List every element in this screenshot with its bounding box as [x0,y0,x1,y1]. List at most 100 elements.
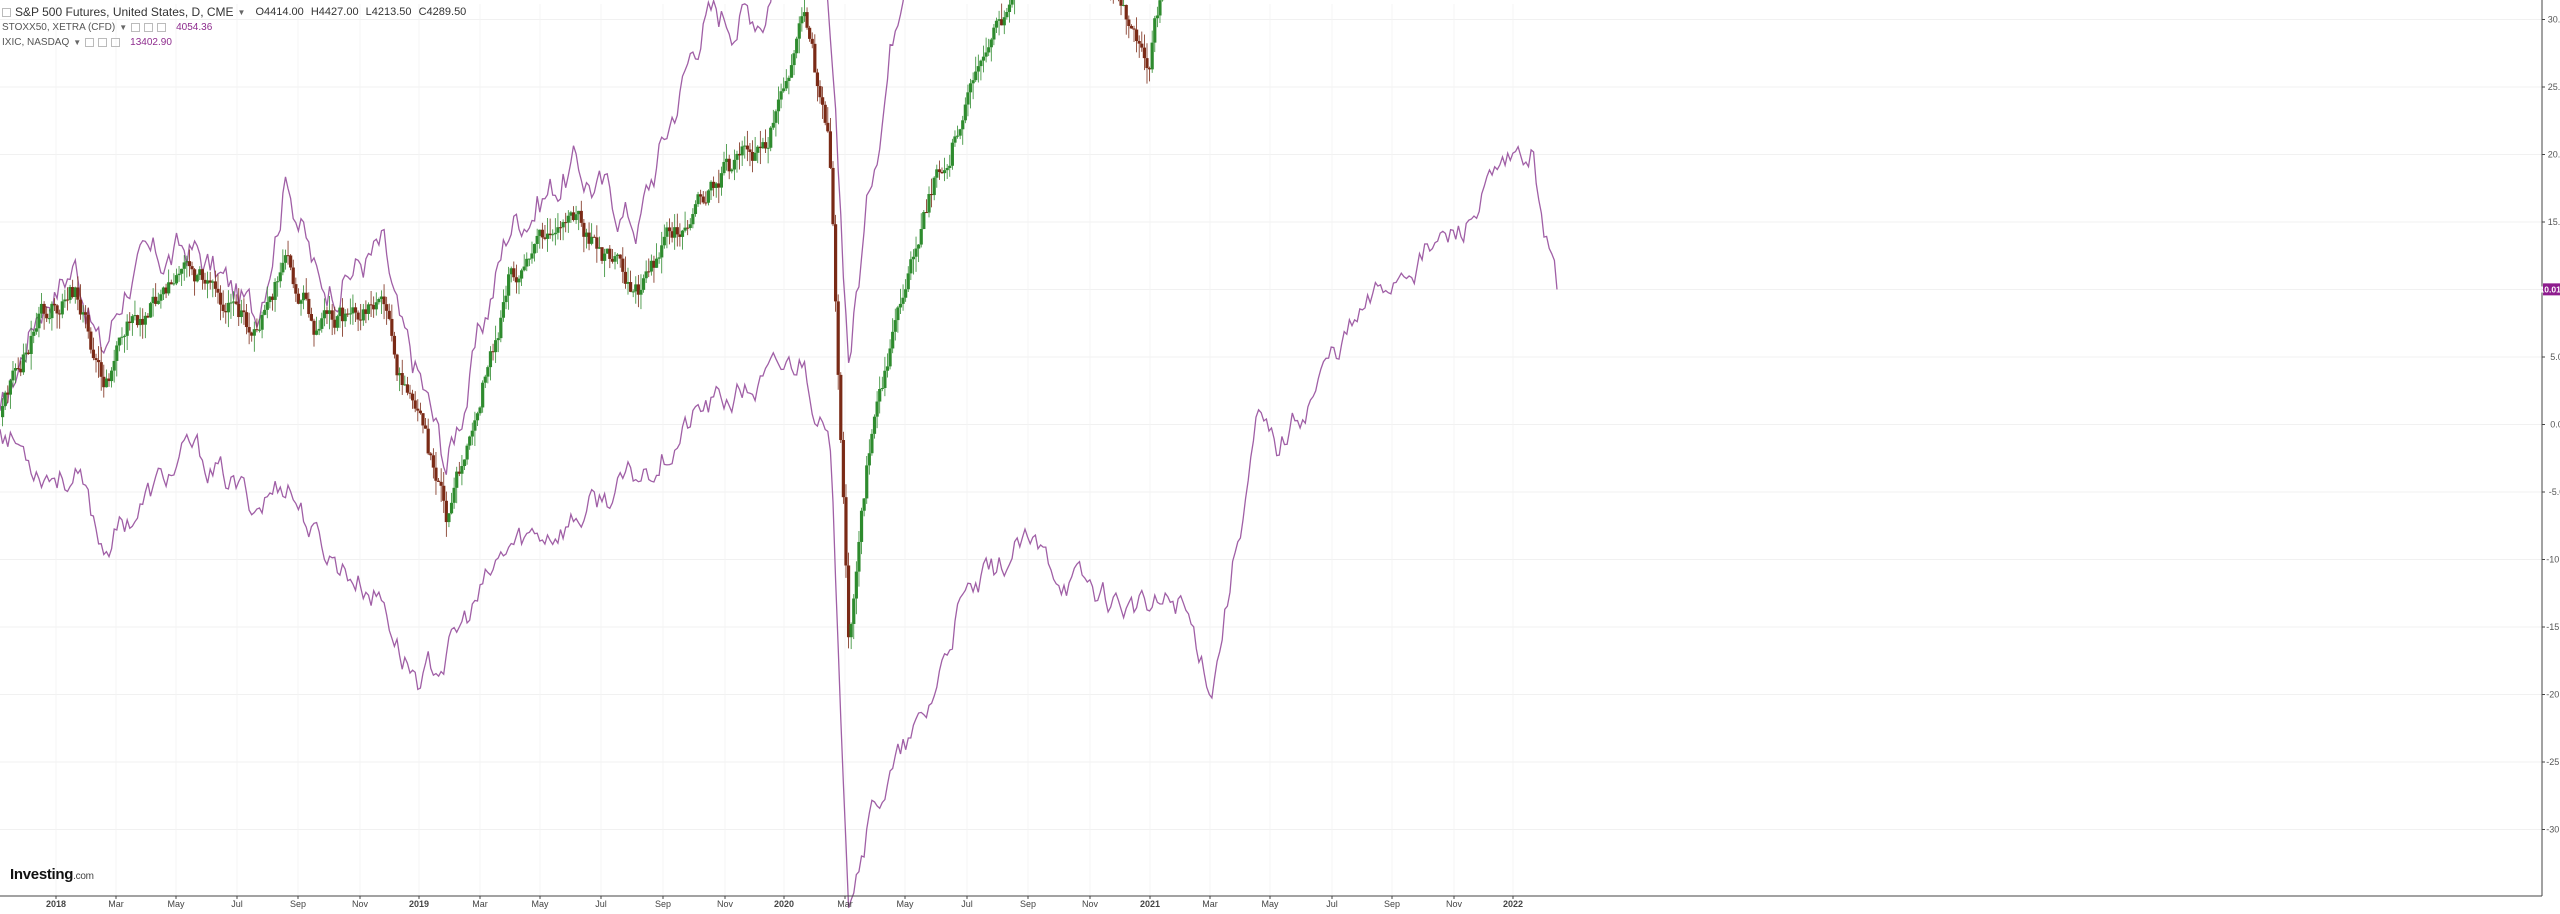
candle-body [1130,26,1133,29]
candle-body [481,383,484,408]
x-tick-label: Nov [717,899,734,909]
candle-body [933,178,936,195]
chevron-down-icon[interactable]: ▼ [73,35,81,50]
candle-body [863,498,866,510]
candle-body [818,86,821,97]
candle-body [494,340,497,352]
candle-body [982,57,985,61]
legend-series2-title[interactable]: STOXX50, XETRA (CFD) [2,20,115,35]
candle-body [120,337,123,338]
x-tick-label: Jul [1326,899,1338,909]
candle-body [746,146,749,150]
x-tick-label: Nov [1082,899,1099,909]
series-remove-icon[interactable] [111,38,120,47]
candle-body [1143,48,1146,59]
hide-series-icon[interactable] [2,8,11,17]
series-hide-icon[interactable] [144,23,153,32]
badge-stoxx50-label: 10.01% [2540,284,2560,294]
candle-body [948,166,951,168]
x-tick-label: May [531,899,549,909]
candle-body [50,304,53,318]
legend-series3-title[interactable]: IXIC, NASDAQ [2,35,69,50]
candle-body [798,23,801,38]
candle-body [35,328,38,331]
series-settings-icon[interactable] [85,38,94,47]
candle-body [920,229,923,245]
candle-body [1003,17,1006,25]
candle-body [824,105,827,123]
chevron-down-icon[interactable]: ▼ [119,20,127,35]
candle-body [336,316,339,328]
legend-main-row[interactable]: S&P 500 Futures, United States, D, CME ▼… [2,5,470,20]
candle-body [1127,19,1130,25]
x-tick-label: Sep [1384,899,1400,909]
candle-body [159,294,162,300]
candle-body [642,278,645,290]
chevron-down-icon[interactable]: ▼ [238,5,246,20]
candle-body [175,275,178,283]
candle-body [196,275,199,281]
candle-body [972,80,975,83]
legend-series2-row[interactable]: STOXX50, XETRA (CFD) ▼ 4054.36 [2,20,470,35]
candle-body [590,237,593,244]
series-settings-icon[interactable] [131,23,140,32]
candle-body [1153,18,1156,42]
candle-body [123,336,126,337]
candle-body [878,389,881,402]
candle-body [904,289,907,298]
x-tick-label: May [1261,899,1279,909]
x-tick-label: Nov [1446,899,1463,909]
candle-body [157,301,160,304]
legend-series3-row[interactable]: IXIC, NASDAQ ▼ 13402.90 [2,35,470,50]
candle-body [896,307,899,320]
candle-body [619,255,622,259]
candle-body [551,234,554,235]
candle-body [45,314,48,319]
candle-body [805,12,808,28]
legend-series3-value: 13402.90 [130,35,172,50]
candle-body [985,52,988,56]
candle-body [486,367,489,377]
candle-body [484,377,487,383]
candle-body [97,360,100,362]
candle-body [276,281,279,282]
candle-body [55,305,58,313]
candle-body [331,310,334,319]
candle-body [258,330,261,331]
candle-body [826,123,829,131]
candle-body [273,282,276,300]
series-hide-icon[interactable] [98,38,107,47]
y-tick-label: 15.00% [2548,217,2560,227]
candle-body [660,245,663,257]
candle-body [990,39,993,47]
candle-body [860,511,863,542]
series-remove-icon[interactable] [157,23,166,32]
legend-main-title[interactable]: S&P 500 Futures, United States, D, CME [15,5,234,20]
candle-body [468,437,471,446]
candle-body [748,149,751,152]
candle-body [567,216,570,223]
candle-body [964,105,967,121]
candle-body [523,267,526,271]
x-tick-label: May [896,899,914,909]
candle-body [707,190,710,202]
candle-body [1,406,4,417]
candle-body [754,153,757,161]
candle-body [663,237,666,245]
candle-body [61,301,64,314]
x-tick-label: 2021 [1140,899,1160,909]
candle-body [471,431,474,437]
candle-body [214,281,217,288]
candle-body [315,331,318,335]
x-tick-label: Jul [231,899,243,909]
candle-body [349,313,352,314]
x-tick-label: Nov [352,899,369,909]
candle-body [720,173,723,187]
candle-body [92,350,95,358]
candle-body [842,440,845,497]
candle-body [533,244,536,253]
candle-body [927,194,930,213]
candle-body [951,143,954,166]
